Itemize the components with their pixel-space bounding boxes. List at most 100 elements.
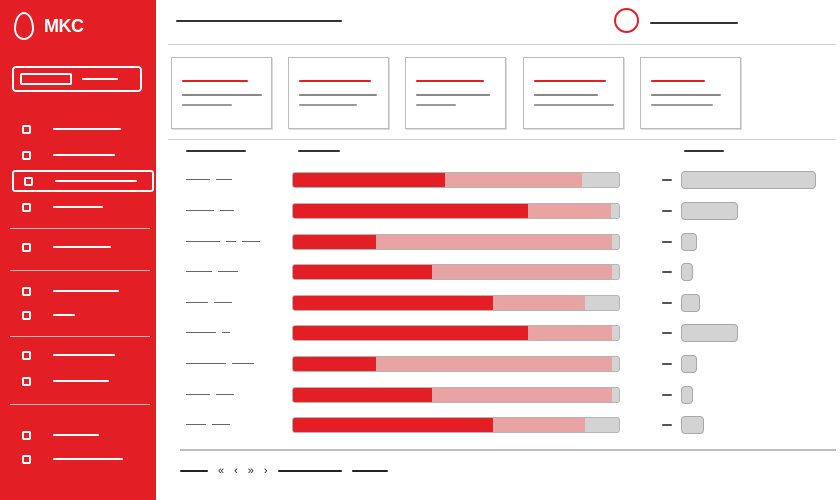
- column-header-name[interactable]: [186, 150, 246, 152]
- user-avatar-icon[interactable]: [614, 8, 639, 33]
- sidebar-item-9[interactable]: [12, 370, 154, 392]
- column-header-progress[interactable]: [298, 150, 340, 152]
- brand-name: MKC: [44, 15, 84, 36]
- nav-square-icon: [22, 202, 31, 212]
- kpi-caption-placeholder: [534, 104, 614, 106]
- row-label-placeholder: [186, 271, 238, 272]
- progress-primary-fill: [293, 204, 528, 218]
- table-row[interactable]: [168, 169, 836, 191]
- kpi-caption-placeholder: [299, 104, 357, 106]
- sidebar-divider: [10, 336, 150, 337]
- row-marker-placeholder: [662, 363, 672, 365]
- first-page-button[interactable]: «: [218, 465, 225, 477]
- table-row[interactable]: [168, 322, 836, 344]
- brand-logo[interactable]: MKC: [14, 12, 84, 40]
- mini-bar: [681, 416, 704, 434]
- nav-label-placeholder: [53, 354, 115, 356]
- sidebar-item-6[interactable]: [12, 280, 154, 302]
- progress-primary-fill: [293, 235, 377, 249]
- nav-square-icon: [22, 150, 31, 160]
- nav-square-icon: [22, 430, 31, 440]
- row-label-placeholder: [186, 302, 232, 303]
- section-divider: [168, 139, 836, 140]
- kpi-value-placeholder: [416, 94, 490, 96]
- sidebar: MKC: [0, 0, 156, 500]
- table-row[interactable]: [168, 231, 836, 253]
- progress-primary-fill: [293, 388, 432, 402]
- progress-bar: [292, 234, 620, 250]
- table-row[interactable]: [168, 200, 836, 222]
- mini-bar: [681, 386, 693, 404]
- footer-divider: [180, 449, 836, 451]
- row-label-placeholder: [186, 179, 232, 180]
- nav-label-placeholder: [53, 246, 111, 248]
- kpi-card-2[interactable]: [288, 57, 389, 129]
- sidebar-item-7[interactable]: [12, 304, 154, 326]
- sidebar-item-1[interactable]: [12, 118, 154, 140]
- sidebar-primary-button[interactable]: [12, 66, 142, 92]
- sidebar-item-3-active[interactable]: [12, 170, 154, 192]
- progress-bar: [292, 172, 620, 188]
- sidebar-item-2[interactable]: [12, 144, 154, 166]
- nav-square-icon: [22, 454, 31, 464]
- sidebar-item-5[interactable]: [12, 236, 154, 258]
- kpi-title-placeholder: [299, 80, 371, 82]
- progress-bar: [292, 295, 620, 311]
- prev-page-button[interactable]: ‹: [234, 465, 238, 477]
- row-marker-placeholder: [662, 241, 672, 243]
- row-marker-placeholder: [662, 424, 672, 426]
- table-row[interactable]: [168, 292, 836, 314]
- progress-primary-fill: [293, 357, 377, 371]
- next-all-button[interactable]: »: [247, 465, 254, 477]
- row-marker-placeholder: [662, 271, 672, 273]
- column-header-extra[interactable]: [684, 150, 724, 152]
- row-marker-placeholder: [662, 302, 672, 304]
- sidebar-item-8[interactable]: [12, 344, 154, 366]
- pager-size-placeholder[interactable]: [351, 470, 388, 472]
- table-row[interactable]: [168, 261, 836, 283]
- nav-label-placeholder: [53, 290, 119, 292]
- pagination: « ‹ » ›: [180, 465, 388, 477]
- nav-square-icon: [22, 376, 31, 386]
- kpi-card-1[interactable]: [171, 57, 272, 129]
- row-marker-placeholder: [662, 332, 672, 334]
- kpi-card-3[interactable]: [405, 57, 506, 129]
- page-title-placeholder: [176, 20, 342, 22]
- kpi-title-placeholder: [534, 80, 606, 82]
- nav-square-icon: [22, 310, 31, 320]
- kpi-caption-placeholder: [651, 104, 713, 106]
- kpi-caption-placeholder: [416, 104, 456, 106]
- next-page-button[interactable]: ›: [263, 465, 268, 477]
- sidebar-item-10[interactable]: [12, 424, 154, 446]
- sidebar-item-4[interactable]: [12, 196, 154, 218]
- nav-label-placeholder: [53, 380, 109, 382]
- kpi-value-placeholder: [534, 94, 598, 96]
- button-label-placeholder: [82, 78, 118, 80]
- nav-label-placeholder: [53, 314, 75, 316]
- nav-square-icon: [22, 242, 31, 252]
- mini-bar: [681, 171, 816, 189]
- table-row[interactable]: [168, 414, 836, 436]
- progress-bar: [292, 387, 620, 403]
- user-name-placeholder[interactable]: [650, 22, 738, 24]
- progress-primary-fill: [293, 326, 528, 340]
- progress-bar: [292, 325, 620, 341]
- kpi-card-4[interactable]: [523, 57, 624, 129]
- kpi-title-placeholder: [651, 80, 705, 82]
- sidebar-divider: [10, 270, 150, 271]
- table-row[interactable]: [168, 353, 836, 375]
- table-row[interactable]: [168, 384, 836, 406]
- mini-bar: [681, 263, 693, 281]
- kpi-caption-placeholder: [182, 104, 232, 106]
- kpi-title-placeholder: [416, 80, 484, 82]
- progress-bar: [292, 356, 620, 372]
- progress-primary-fill: [293, 265, 432, 279]
- row-label-placeholder: [186, 363, 254, 364]
- pager-status-placeholder: [277, 470, 342, 472]
- mini-bar: [681, 324, 738, 342]
- kpi-card-5[interactable]: [640, 57, 741, 129]
- kpi-value-placeholder: [182, 94, 262, 96]
- sidebar-item-11[interactable]: [12, 448, 154, 470]
- row-label-placeholder: [186, 210, 234, 211]
